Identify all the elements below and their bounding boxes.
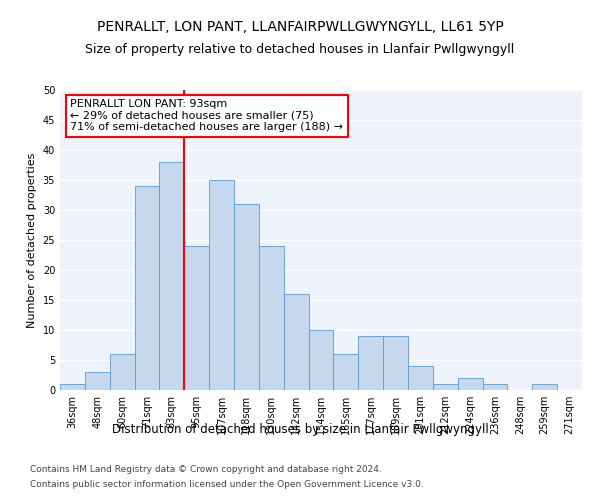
- Bar: [134, 186, 160, 390]
- Text: Distribution of detached houses by size in Llanfair Pwllgwyngyll: Distribution of detached houses by size …: [112, 422, 488, 436]
- Text: Size of property relative to detached houses in Llanfair Pwllgwyngyll: Size of property relative to detached ho…: [85, 42, 515, 56]
- Bar: [308, 330, 334, 390]
- Bar: [284, 294, 308, 390]
- Bar: [358, 336, 383, 390]
- Bar: [60, 384, 85, 390]
- Bar: [110, 354, 134, 390]
- Bar: [184, 246, 209, 390]
- Text: PENRALLT, LON PANT, LLANFAIRPWLLGWYNGYLL, LL61 5YP: PENRALLT, LON PANT, LLANFAIRPWLLGWYNGYLL…: [97, 20, 503, 34]
- Bar: [259, 246, 284, 390]
- Bar: [532, 384, 557, 390]
- Bar: [433, 384, 458, 390]
- Bar: [458, 378, 482, 390]
- Bar: [408, 366, 433, 390]
- Text: Contains HM Land Registry data © Crown copyright and database right 2024.: Contains HM Land Registry data © Crown c…: [30, 465, 382, 474]
- Bar: [383, 336, 408, 390]
- Bar: [209, 180, 234, 390]
- Bar: [160, 162, 184, 390]
- Y-axis label: Number of detached properties: Number of detached properties: [27, 152, 37, 328]
- Bar: [334, 354, 358, 390]
- Bar: [85, 372, 110, 390]
- Text: PENRALLT LON PANT: 93sqm
← 29% of detached houses are smaller (75)
71% of semi-d: PENRALLT LON PANT: 93sqm ← 29% of detach…: [70, 99, 343, 132]
- Bar: [482, 384, 508, 390]
- Bar: [234, 204, 259, 390]
- Text: Contains public sector information licensed under the Open Government Licence v3: Contains public sector information licen…: [30, 480, 424, 489]
